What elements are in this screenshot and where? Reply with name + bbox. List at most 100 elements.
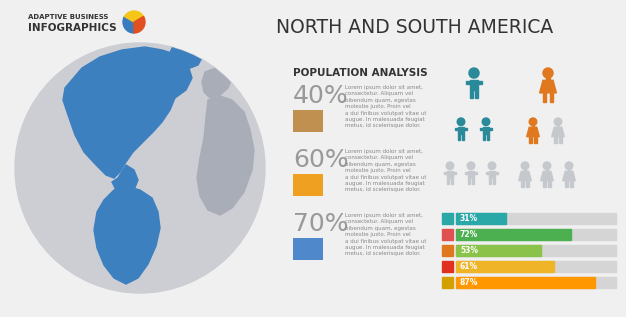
FancyBboxPatch shape (293, 174, 323, 196)
Bar (493, 178, 495, 184)
Bar (489, 178, 491, 184)
Wedge shape (125, 11, 143, 22)
Bar (456, 261, 553, 272)
Bar (475, 172, 477, 174)
Bar (524, 170, 526, 171)
FancyBboxPatch shape (293, 238, 323, 260)
Text: 60%: 60% (293, 148, 349, 172)
Bar (442, 213, 453, 224)
Polygon shape (519, 171, 531, 181)
Circle shape (15, 43, 265, 293)
Circle shape (488, 162, 496, 170)
Bar (456, 229, 571, 240)
Polygon shape (63, 47, 192, 178)
Bar (529, 137, 531, 143)
Bar (526, 181, 529, 187)
Bar (442, 229, 453, 240)
Circle shape (565, 162, 573, 170)
Bar (483, 134, 485, 140)
Circle shape (543, 68, 553, 78)
Bar (456, 229, 616, 240)
Circle shape (482, 118, 490, 126)
Bar (570, 181, 573, 187)
Text: Lorem ipsum dolor sit amet,
consectetur. Aliquam vel
bibendum quam, egestas
mole: Lorem ipsum dolor sit amet, consectetur.… (345, 149, 426, 192)
Bar (490, 128, 492, 130)
Bar (466, 81, 470, 84)
Bar (559, 137, 562, 143)
Circle shape (521, 162, 529, 170)
Bar (470, 90, 473, 98)
Bar (454, 128, 458, 130)
Bar (456, 261, 616, 272)
Bar (565, 181, 568, 187)
Polygon shape (526, 127, 540, 137)
Bar (546, 170, 548, 171)
Polygon shape (94, 186, 160, 284)
Text: 61%: 61% (460, 262, 478, 271)
Bar (480, 128, 483, 130)
Text: POPULATION ANALYSIS: POPULATION ANALYSIS (293, 68, 428, 78)
Bar (548, 181, 551, 187)
Polygon shape (112, 165, 138, 194)
Bar (478, 81, 483, 84)
Bar (456, 245, 541, 256)
Bar (464, 128, 467, 130)
Bar (453, 172, 456, 174)
Wedge shape (134, 16, 145, 33)
Polygon shape (541, 171, 553, 181)
Bar (534, 137, 536, 143)
Bar (456, 245, 616, 256)
Bar (442, 245, 453, 256)
Polygon shape (540, 80, 557, 93)
Bar (554, 137, 557, 143)
Text: Lorem ipsum dolor sit amet,
consectetur. Aliquam vel
bibendum quam, egestas
mole: Lorem ipsum dolor sit amet, consectetur.… (345, 213, 426, 256)
Text: 72%: 72% (460, 230, 478, 239)
Bar (486, 172, 489, 174)
Bar (568, 170, 570, 171)
Circle shape (469, 68, 479, 78)
Text: NORTH AND SOUTH AMERICA: NORTH AND SOUTH AMERICA (276, 18, 553, 37)
Bar (446, 171, 453, 178)
Bar (456, 277, 595, 288)
Circle shape (543, 162, 551, 170)
Polygon shape (168, 42, 204, 70)
Polygon shape (197, 96, 254, 215)
Bar (550, 93, 553, 102)
Bar (462, 134, 464, 140)
Bar (543, 93, 546, 102)
Text: Lorem ipsum dolor sit amet,
consectetur. Aliquam vel
bibendum quam, egestas
mole: Lorem ipsum dolor sit amet, consectetur.… (345, 85, 426, 128)
Circle shape (467, 162, 475, 170)
Bar (475, 90, 478, 98)
Bar (442, 277, 453, 288)
Text: 31%: 31% (460, 214, 478, 223)
Circle shape (446, 162, 454, 170)
Text: 53%: 53% (460, 246, 478, 255)
Text: INFOGRAPHICS: INFOGRAPHICS (28, 23, 116, 33)
Bar (470, 80, 478, 90)
Bar (472, 178, 475, 184)
Bar (456, 277, 616, 288)
Bar (456, 213, 616, 224)
Circle shape (529, 118, 536, 126)
Bar (468, 178, 470, 184)
Bar (464, 172, 468, 174)
Bar (546, 78, 550, 80)
Bar (458, 127, 464, 134)
Bar (442, 261, 453, 272)
Bar (557, 126, 559, 127)
Bar (444, 172, 446, 174)
Bar (543, 181, 546, 187)
Bar (446, 178, 449, 184)
Text: ADAPTIVE BUSINESS: ADAPTIVE BUSINESS (28, 14, 108, 20)
Circle shape (457, 118, 464, 126)
Circle shape (554, 118, 562, 126)
Bar (495, 172, 498, 174)
FancyBboxPatch shape (293, 110, 323, 132)
Bar (531, 126, 534, 127)
Bar (521, 181, 524, 187)
Bar (456, 213, 506, 224)
Bar (458, 134, 460, 140)
Bar (487, 134, 490, 140)
Polygon shape (563, 171, 575, 181)
Text: 87%: 87% (460, 278, 478, 287)
